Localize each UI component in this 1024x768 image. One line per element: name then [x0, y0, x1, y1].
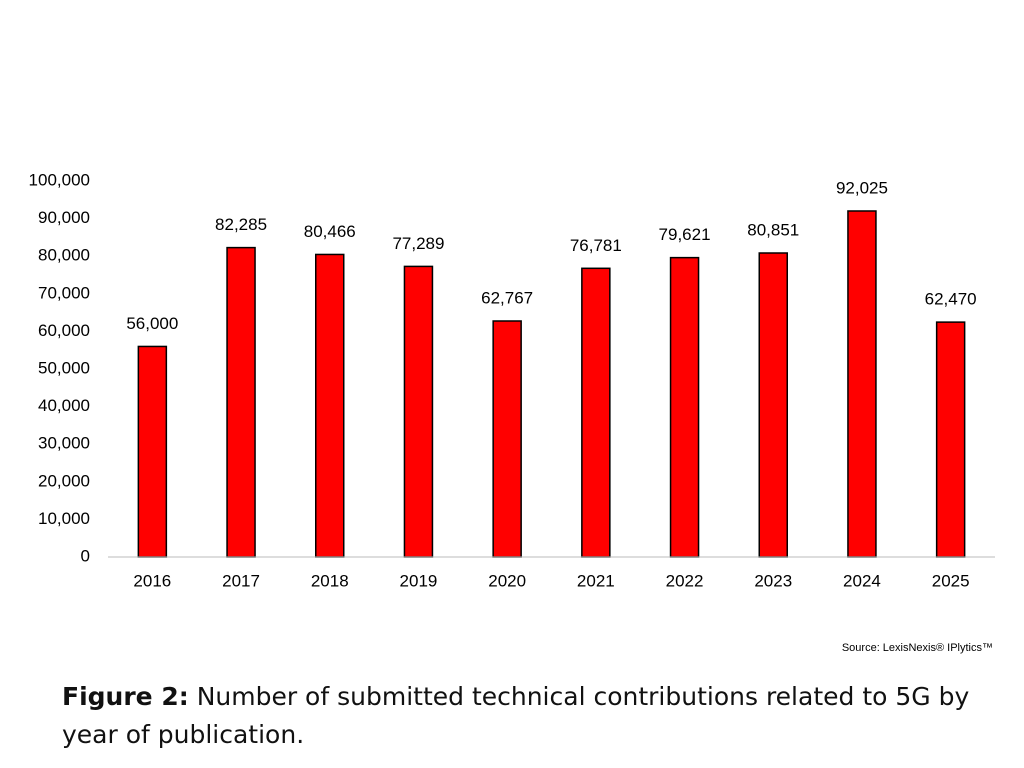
- value-label: 82,285: [215, 215, 267, 234]
- source-note: Source: LexisNexis® IPlytics™: [842, 642, 993, 654]
- x-tick-label: 2018: [311, 571, 349, 590]
- y-tick-label: 0: [81, 546, 90, 565]
- x-tick-label: 2025: [932, 571, 970, 590]
- x-tick-label: 2020: [488, 571, 526, 590]
- caption-label: Figure 2:: [62, 682, 189, 711]
- caption: Figure 2: Number of submitted technical …: [62, 678, 982, 754]
- value-label: 76,781: [570, 236, 622, 255]
- value-label: 62,767: [481, 288, 533, 307]
- value-label: 56,000: [126, 314, 178, 333]
- value-label: 80,851: [747, 220, 799, 239]
- x-tick-label: 2023: [754, 571, 792, 590]
- y-tick-label: 60,000: [38, 321, 90, 340]
- bar: [935, 321, 966, 558]
- y-tick-label: 10,000: [38, 509, 90, 528]
- value-label: 79,621: [659, 225, 711, 244]
- value-label: 80,466: [304, 222, 356, 241]
- bar: [669, 256, 700, 558]
- x-tick-label: 2024: [843, 571, 881, 590]
- caption-text: Number of submitted technical contributi…: [62, 682, 970, 749]
- value-label: 77,289: [392, 234, 444, 253]
- bar: [492, 320, 522, 558]
- bar: [581, 267, 611, 558]
- value-label: 92,025: [836, 178, 888, 197]
- bar: [758, 252, 788, 558]
- x-tick-label: 2016: [133, 571, 171, 590]
- bar: [226, 246, 256, 558]
- value-label: 62,470: [925, 290, 977, 309]
- y-tick-label: 50,000: [38, 358, 90, 377]
- y-tick-label: 20,000: [38, 471, 90, 490]
- bar: [315, 253, 345, 558]
- chart: Source: LexisNexis® IPlytics™ 0 10,000 20,…: [29, 170, 995, 654]
- y-tick-label: 70,000: [38, 283, 90, 302]
- x-tick-label: 2019: [400, 571, 438, 590]
- y-tick-label: 30,000: [38, 434, 90, 453]
- y-tick-label: 80,000: [38, 246, 90, 265]
- x-tick-label: 2017: [222, 571, 260, 590]
- y-tick-label: 40,000: [38, 396, 90, 415]
- x-tick-label: 2021: [577, 571, 615, 590]
- x-tick-label: 2022: [666, 571, 704, 590]
- bar: [847, 210, 877, 558]
- y-tick-label: 100,000: [29, 170, 90, 189]
- y-tick-label: 90,000: [38, 208, 90, 227]
- bar: [137, 345, 168, 558]
- bar: [403, 265, 434, 558]
